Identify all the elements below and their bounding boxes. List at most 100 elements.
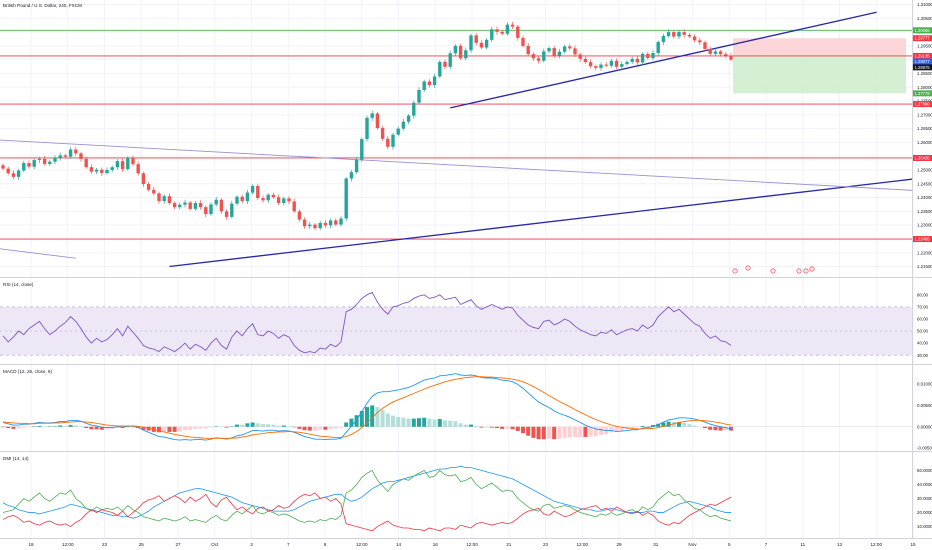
time-tick-label: 15 <box>910 542 916 547</box>
time-tick-label: 23 <box>543 542 549 547</box>
candle-body <box>500 31 504 34</box>
macd-histogram-bar <box>349 418 354 427</box>
macd-histogram-bar <box>359 410 364 427</box>
candle-body <box>48 161 52 164</box>
candle-body <box>443 61 447 67</box>
dmi-title[interactable]: DMI (14, 14) <box>3 456 29 461</box>
candle-body <box>588 62 593 67</box>
rsi-tick-label: 60.00 <box>917 317 929 322</box>
rsi-title[interactable]: RSI (14, close) <box>3 282 34 287</box>
horizontal-levels[interactable] <box>0 29 912 240</box>
macd-histogram-bar <box>391 415 395 427</box>
price-label-text: 1.29135 <box>915 53 931 58</box>
candle-body <box>490 29 494 40</box>
candle-body <box>162 196 166 202</box>
candle-body <box>209 204 213 215</box>
macd-histogram-bar <box>235 424 239 427</box>
candle-body <box>682 32 686 35</box>
descending-channel-bottom <box>0 248 76 259</box>
macd-histogram-bar <box>292 426 297 428</box>
dmi-panel <box>2 465 732 532</box>
macd-histogram-bar <box>131 426 135 428</box>
macd-histogram-bar <box>219 426 224 428</box>
macd-histogram-bar <box>557 426 562 439</box>
dmi-tick-label: 50.0000 <box>917 468 932 473</box>
price-label-box <box>913 58 932 65</box>
price-tick-label: 1.24500 <box>917 181 932 186</box>
candle-body <box>287 198 291 202</box>
signal-line <box>2 376 732 439</box>
candle-body <box>110 167 114 170</box>
price-panel[interactable] <box>0 11 914 274</box>
economic-event-icon <box>803 268 809 274</box>
price-tick-label: 1.28000 <box>917 85 932 90</box>
symbol-title[interactable]: British Pound / U.S. Dollar, 240, FXCM <box>3 3 82 8</box>
candle-body <box>427 81 432 86</box>
macd-histogram-bar <box>302 426 307 431</box>
candle-body <box>214 199 218 205</box>
candle-body <box>594 66 598 68</box>
macd-histogram-bar <box>671 422 676 427</box>
candle-body <box>583 58 588 63</box>
macd-histogram-bar <box>645 425 650 427</box>
candle-body <box>219 199 224 212</box>
candle-body <box>380 128 385 139</box>
macd-histogram-bar <box>593 426 598 437</box>
candle-body <box>729 55 733 60</box>
time-tick-label: 16 <box>433 542 439 547</box>
macd-histogram-bar <box>58 425 63 427</box>
candle-body <box>79 153 83 159</box>
price-label-box <box>913 27 932 34</box>
macd-histogram-bar <box>573 426 577 438</box>
candle-body <box>458 45 463 59</box>
macd-histogram-bar <box>401 417 406 427</box>
descending-channel-top <box>0 139 914 191</box>
time-tick-label: 3 <box>250 542 253 547</box>
macd-histogram-bar <box>541 426 546 440</box>
event-markers[interactable] <box>732 265 815 274</box>
macd-histogram-bar <box>11 426 16 429</box>
macd-histogram-bar <box>666 421 671 427</box>
candle-body <box>32 160 36 167</box>
candle-body <box>27 163 31 167</box>
candle-body <box>703 42 707 49</box>
candle-body <box>204 207 208 215</box>
candle-body <box>438 61 442 77</box>
macd-histogram-bar <box>193 426 198 429</box>
macd-histogram-bar <box>42 426 47 427</box>
candle-body <box>406 115 411 122</box>
macd-histogram-bar <box>203 426 208 429</box>
adx-line <box>2 465 731 519</box>
time-tick-label: Oct <box>211 542 219 547</box>
candle-body <box>157 193 161 202</box>
candle-body <box>349 172 354 179</box>
price-tick-label: 1.24000 <box>917 195 932 200</box>
candle-body <box>698 40 702 43</box>
macd-histogram-bar <box>531 426 536 438</box>
macd-histogram-bar <box>443 420 447 427</box>
macd-tick-label: 0.00500 <box>917 403 932 408</box>
macd-histogram-bar <box>271 424 276 427</box>
candle-body <box>625 61 629 65</box>
price-label-box <box>913 236 932 243</box>
candle-body <box>666 32 671 36</box>
macd-histogram-bar <box>333 426 338 429</box>
time-axis[interactable]: 19 12:00 23 25 27 Oct 3 7 9 12:00 14 16 12:00 21 23 12:… <box>28 542 916 547</box>
rsi-tick-label: 70.00 <box>917 304 929 309</box>
candle-body <box>313 224 317 229</box>
candle-body <box>131 157 135 165</box>
candle-body <box>474 35 478 43</box>
macd-histogram-bar <box>692 425 697 427</box>
macd-title[interactable]: MACD (12, 26, close, 9) <box>3 369 52 374</box>
candle-body <box>640 53 645 63</box>
candle-body <box>334 220 338 225</box>
macd-histogram-bar <box>141 426 146 430</box>
macd-histogram-bar <box>547 426 551 439</box>
time-tick-label: 12:00 <box>62 542 74 547</box>
position-zones[interactable] <box>733 38 906 94</box>
economic-event-icon <box>796 268 802 274</box>
candle-body <box>630 58 634 62</box>
price-tick-label: 1.31000 <box>917 2 932 7</box>
trend-lines[interactable] <box>0 11 914 268</box>
macd-histogram-bar <box>209 426 213 428</box>
